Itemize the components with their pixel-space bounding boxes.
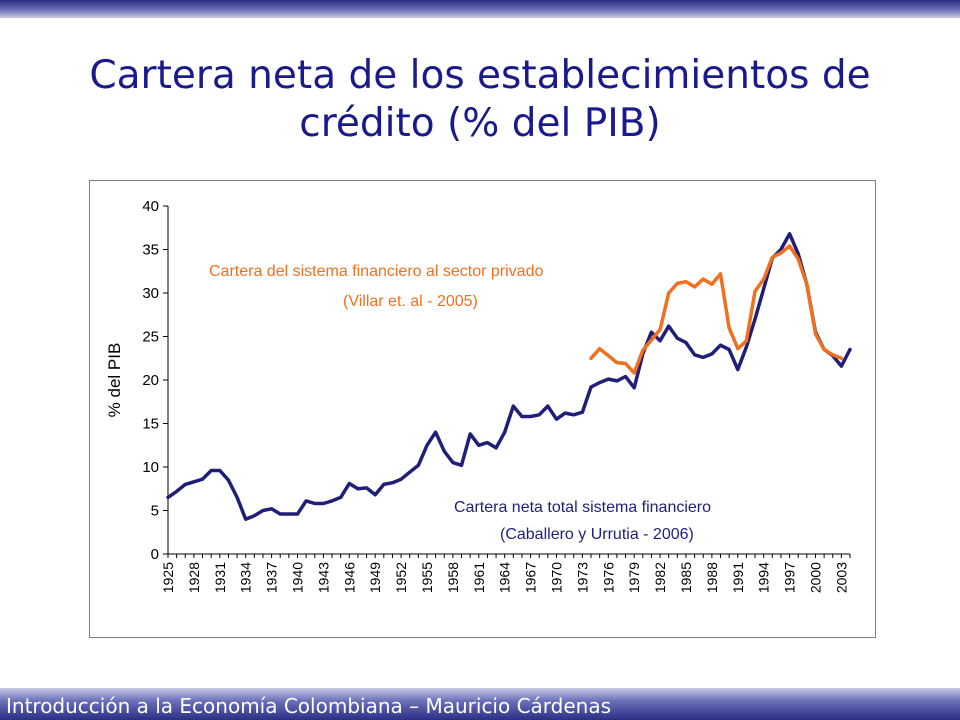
x-tick-label: 2003 [833,562,849,593]
series-label-total-line-1: Cartera neta total sistema financiero [454,499,711,516]
x-tick-label: 1958 [445,562,461,593]
x-tick-label: 1934 [238,562,254,593]
x-tick-label: 1961 [471,562,487,593]
x-tick-label: 1943 [315,562,331,593]
chart-frame: 0 5 10 15 20 25 30 35 40 1925 1928 1931 1934 1937 1940… [89,180,876,638]
x-tick-label: 1952 [393,562,409,593]
x-tick-label: 1976 [600,562,616,593]
x-tick-label: 1949 [367,562,383,593]
x-tick-label: 1925 [160,562,176,593]
x-tick-label: 1982 [652,562,668,593]
x-tick-label: 1973 [574,562,590,593]
slide-title-line-2: crédito (% del PIB) [299,101,661,146]
line-chart: 0 5 10 15 20 25 30 35 40 1925 1928 1931 1934 1937 1940… [105,198,852,593]
slide-title-line-1: Cartera neta de los establecimientos de [89,53,871,98]
slide-title: Cartera neta de los establecimientos de … [60,52,900,148]
x-tick-label: 1970 [548,562,564,593]
series-label-privado-line-2: (Villar et. al - 2005) [343,293,478,310]
y-tick-label: 15 [142,416,159,433]
footer-text: Introducción a la Economía Colombiana – … [6,694,612,718]
series-line-privado [589,244,844,375]
y-tick-label: 0 [151,546,159,563]
y-tick-label: 5 [151,503,159,520]
x-tick-label: 1991 [730,562,746,593]
y-tick-label: 10 [142,459,159,476]
x-tick-label: 1979 [626,562,642,593]
x-tick-label: 1988 [704,562,720,593]
x-tick-label: 1964 [497,562,513,593]
y-tick-label: 25 [142,329,159,346]
x-tick-label: 2000 [807,562,823,593]
top-header-bar [0,0,960,18]
x-tick-label: 1928 [186,562,202,593]
x-tick-label: 1937 [264,562,280,593]
x-tick-label: 1955 [419,562,435,593]
x-tick-label: 1946 [341,562,357,593]
x-tick-label: 1997 [782,562,798,593]
x-tick-label: 1985 [678,562,694,593]
footer-bar: Introducción a la Economía Colombiana – … [0,688,960,720]
x-tick-label: 1940 [289,562,305,593]
x-tick-label: 1931 [212,562,228,593]
y-tick-label: 35 [142,242,159,259]
y-tick-label: 30 [142,285,159,302]
y-tick-label: 20 [142,372,159,389]
series-label-privado-line-1: Cartera del sistema financiero al sector… [209,263,543,280]
x-tick-label: 1967 [523,562,539,593]
x-tick-label: 1994 [756,562,772,593]
series-line-total [166,232,852,521]
series-label-total-line-2: (Caballero y Urrutia - 2006) [500,526,694,543]
y-tick-label: 40 [142,198,159,215]
y-axis-label: % del PIB [105,343,124,418]
